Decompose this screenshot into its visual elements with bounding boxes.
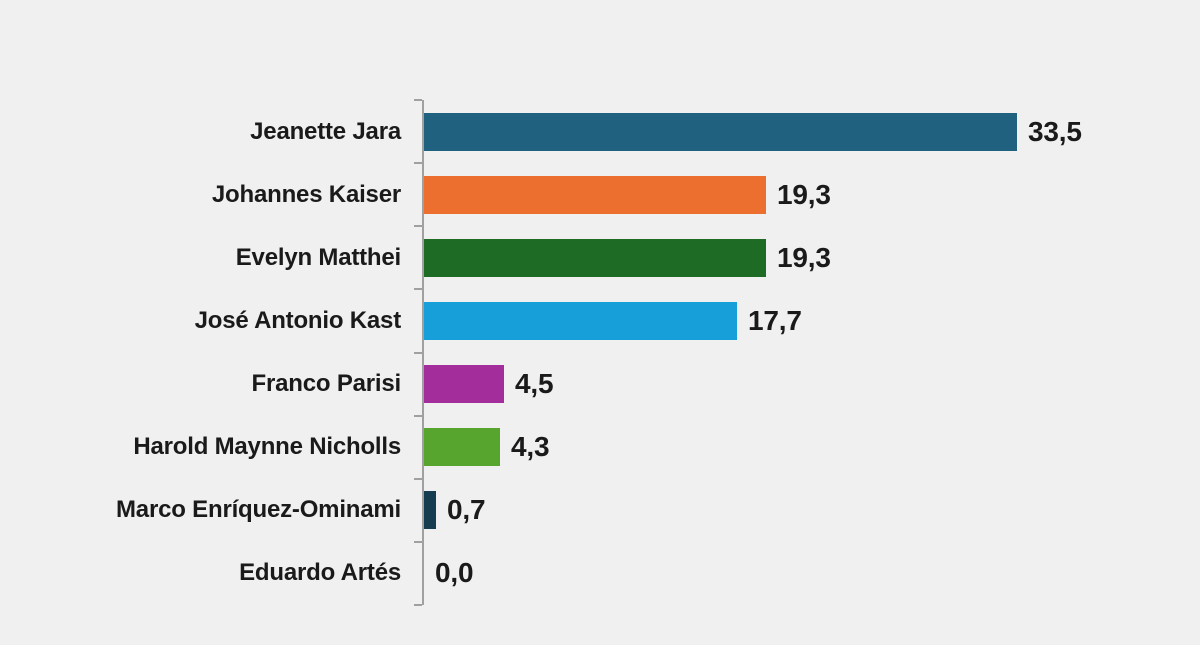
- y-axis-tick: [414, 162, 422, 165]
- value-label: 0,7: [447, 494, 486, 526]
- category-label: Johannes Kaiser: [211, 180, 401, 208]
- bar: [424, 365, 504, 404]
- category-label: José Antonio Kast: [194, 306, 402, 334]
- y-axis-tick: [414, 604, 422, 606]
- value-label: 19,3: [777, 178, 831, 210]
- value-label: 4,5: [515, 368, 554, 400]
- value-label: 19,3: [777, 241, 831, 273]
- y-axis-tick: [414, 477, 422, 480]
- y-axis-tick: [414, 288, 422, 291]
- y-axis-tick: [414, 99, 422, 101]
- bar: [424, 175, 766, 214]
- category-label: Franco Parisi: [251, 370, 402, 398]
- y-axis-line: [422, 100, 424, 605]
- value-label: 4,3: [511, 431, 550, 463]
- category-label: Marco Enríquez-Ominami: [116, 496, 401, 524]
- category-label: Harold Maynne Nicholls: [133, 433, 401, 461]
- bar: [424, 428, 500, 467]
- bar: [424, 491, 436, 530]
- value-label: 33,5: [1028, 115, 1082, 147]
- category-label: Eduardo Artés: [239, 559, 401, 587]
- value-label: 17,7: [748, 304, 802, 336]
- y-axis-tick: [414, 540, 422, 543]
- bar: [424, 112, 1017, 151]
- category-label: Evelyn Matthei: [235, 243, 401, 271]
- category-label: Jeanette Jara: [250, 117, 401, 145]
- y-axis-tick: [414, 414, 422, 417]
- bar: [424, 301, 737, 340]
- bar: [424, 238, 766, 277]
- y-axis-tick: [414, 351, 422, 354]
- value-label: 0,0: [435, 557, 474, 589]
- y-axis-tick: [414, 225, 422, 228]
